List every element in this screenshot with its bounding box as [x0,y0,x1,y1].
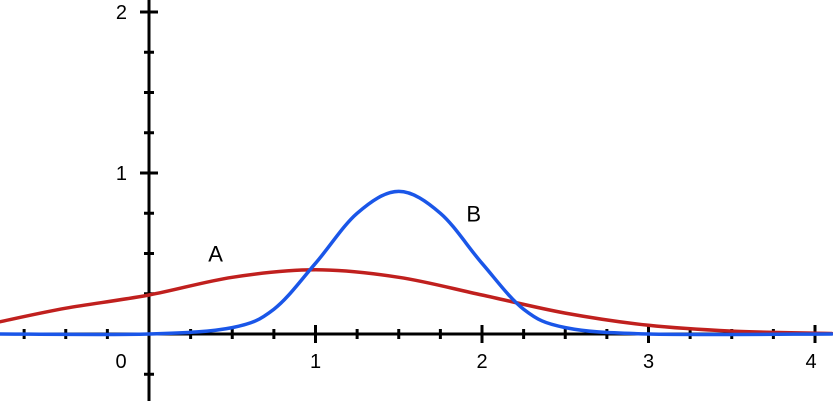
x-tick-label-4: 4 [805,351,816,373]
x-tick-label-1: 1 [310,351,321,373]
series-label-a: A [208,242,223,267]
x-tick-label-2: 2 [476,351,487,373]
y-tick-label-2: 2 [116,2,127,24]
x-tick-label-0: 0 [115,351,126,373]
labels: 0 1 2 3 4 1 2 A B [115,2,816,373]
x-tick-label-3: 3 [643,351,654,373]
series-b-line [0,189,833,337]
y-tick-label-1: 1 [116,163,127,185]
series-a-line [0,268,833,336]
series-label-b: B [466,201,481,226]
curves [0,189,833,337]
